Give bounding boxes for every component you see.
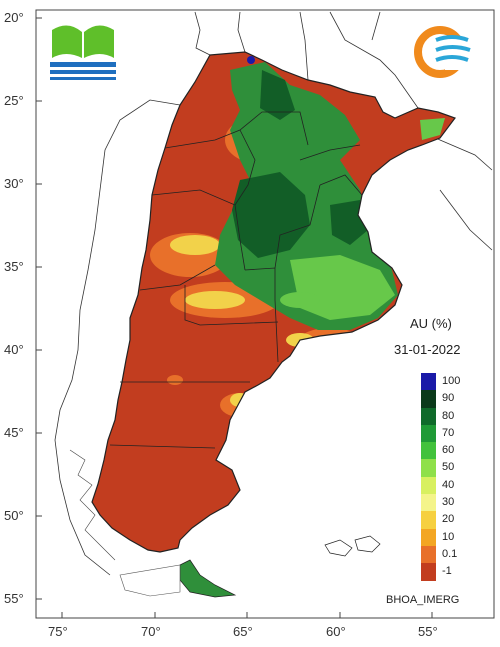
saturated-spot [247,56,255,64]
legend-swatch [421,424,436,443]
legend-label: 0.1 [442,547,458,560]
legend-label: 20 [442,513,455,526]
legend-swatch [421,459,436,477]
lat-tick-45: 45° [4,425,24,440]
lat-tick-30: 30° [4,176,24,191]
legend-item: 30 [421,494,481,512]
color-legend: 100 90 80 70 60 50 40 30 20 10 0.1 -1 [421,373,481,581]
legend-item: 0.1 [421,545,481,564]
lat-tick-50: 50° [4,508,24,523]
legend-label: -1 [442,565,452,578]
legend-swatch [421,373,436,391]
product-label: BHOA_IMERG [386,594,460,606]
legend-swatch [421,494,436,512]
legend-label: 80 [442,409,455,422]
chile-coast [69,449,116,561]
legend-item: 100 [421,373,481,391]
legend-label: 100 [442,375,461,387]
lon-tick-70: 70° [141,624,161,639]
legend-item: 50 [421,459,481,477]
legend-item: 60 [421,442,481,460]
legend-label: 50 [442,461,455,474]
institutional-water-logo [48,22,116,84]
legend-label: 10 [442,530,455,543]
province-borders [109,111,363,449]
lon-tick-65: 65° [233,624,253,639]
legend-label: 40 [442,478,455,491]
legend-item: -1 [421,563,481,581]
legend-swatch [421,511,436,529]
legend-swatch [421,442,436,460]
legend-swatch [421,407,436,425]
legend-swatch [421,563,436,581]
legend-swatch [421,476,436,495]
legend-item: 20 [421,511,481,529]
waves-sun-logo [414,26,475,78]
legend-label: 30 [442,496,455,509]
lon-tick-60: 60° [326,624,346,639]
legend-label: 70 [442,426,455,439]
malvinas-islands [324,535,381,557]
lat-tick-40: 40° [4,342,24,357]
legend-item: 90 [421,390,481,408]
lon-tick-75: 75° [48,624,68,639]
legend-swatch [421,390,436,408]
legend-item: 40 [421,476,481,495]
legend-swatch [421,545,436,564]
argentina-outline [91,51,456,553]
map-frame [35,9,495,619]
lat-tick-20: 20° [4,10,24,25]
legend-title: AU (%) [410,316,452,331]
legend-item: 80 [421,407,481,425]
legend-label: 60 [442,444,455,457]
axis-tick-marks [36,17,433,618]
lon-tick-55: 55° [418,624,438,639]
legend-item: 70 [421,424,481,443]
map-date: 31-01-2022 [394,342,461,357]
lat-tick-55: 55° [4,591,24,606]
legend-swatch [421,528,436,546]
tierra-del-fuego [119,559,237,598]
legend-item: 10 [421,528,481,546]
legend-label: 90 [442,392,455,405]
lat-tick-35: 35° [4,259,24,274]
lat-tick-25: 25° [4,93,24,108]
